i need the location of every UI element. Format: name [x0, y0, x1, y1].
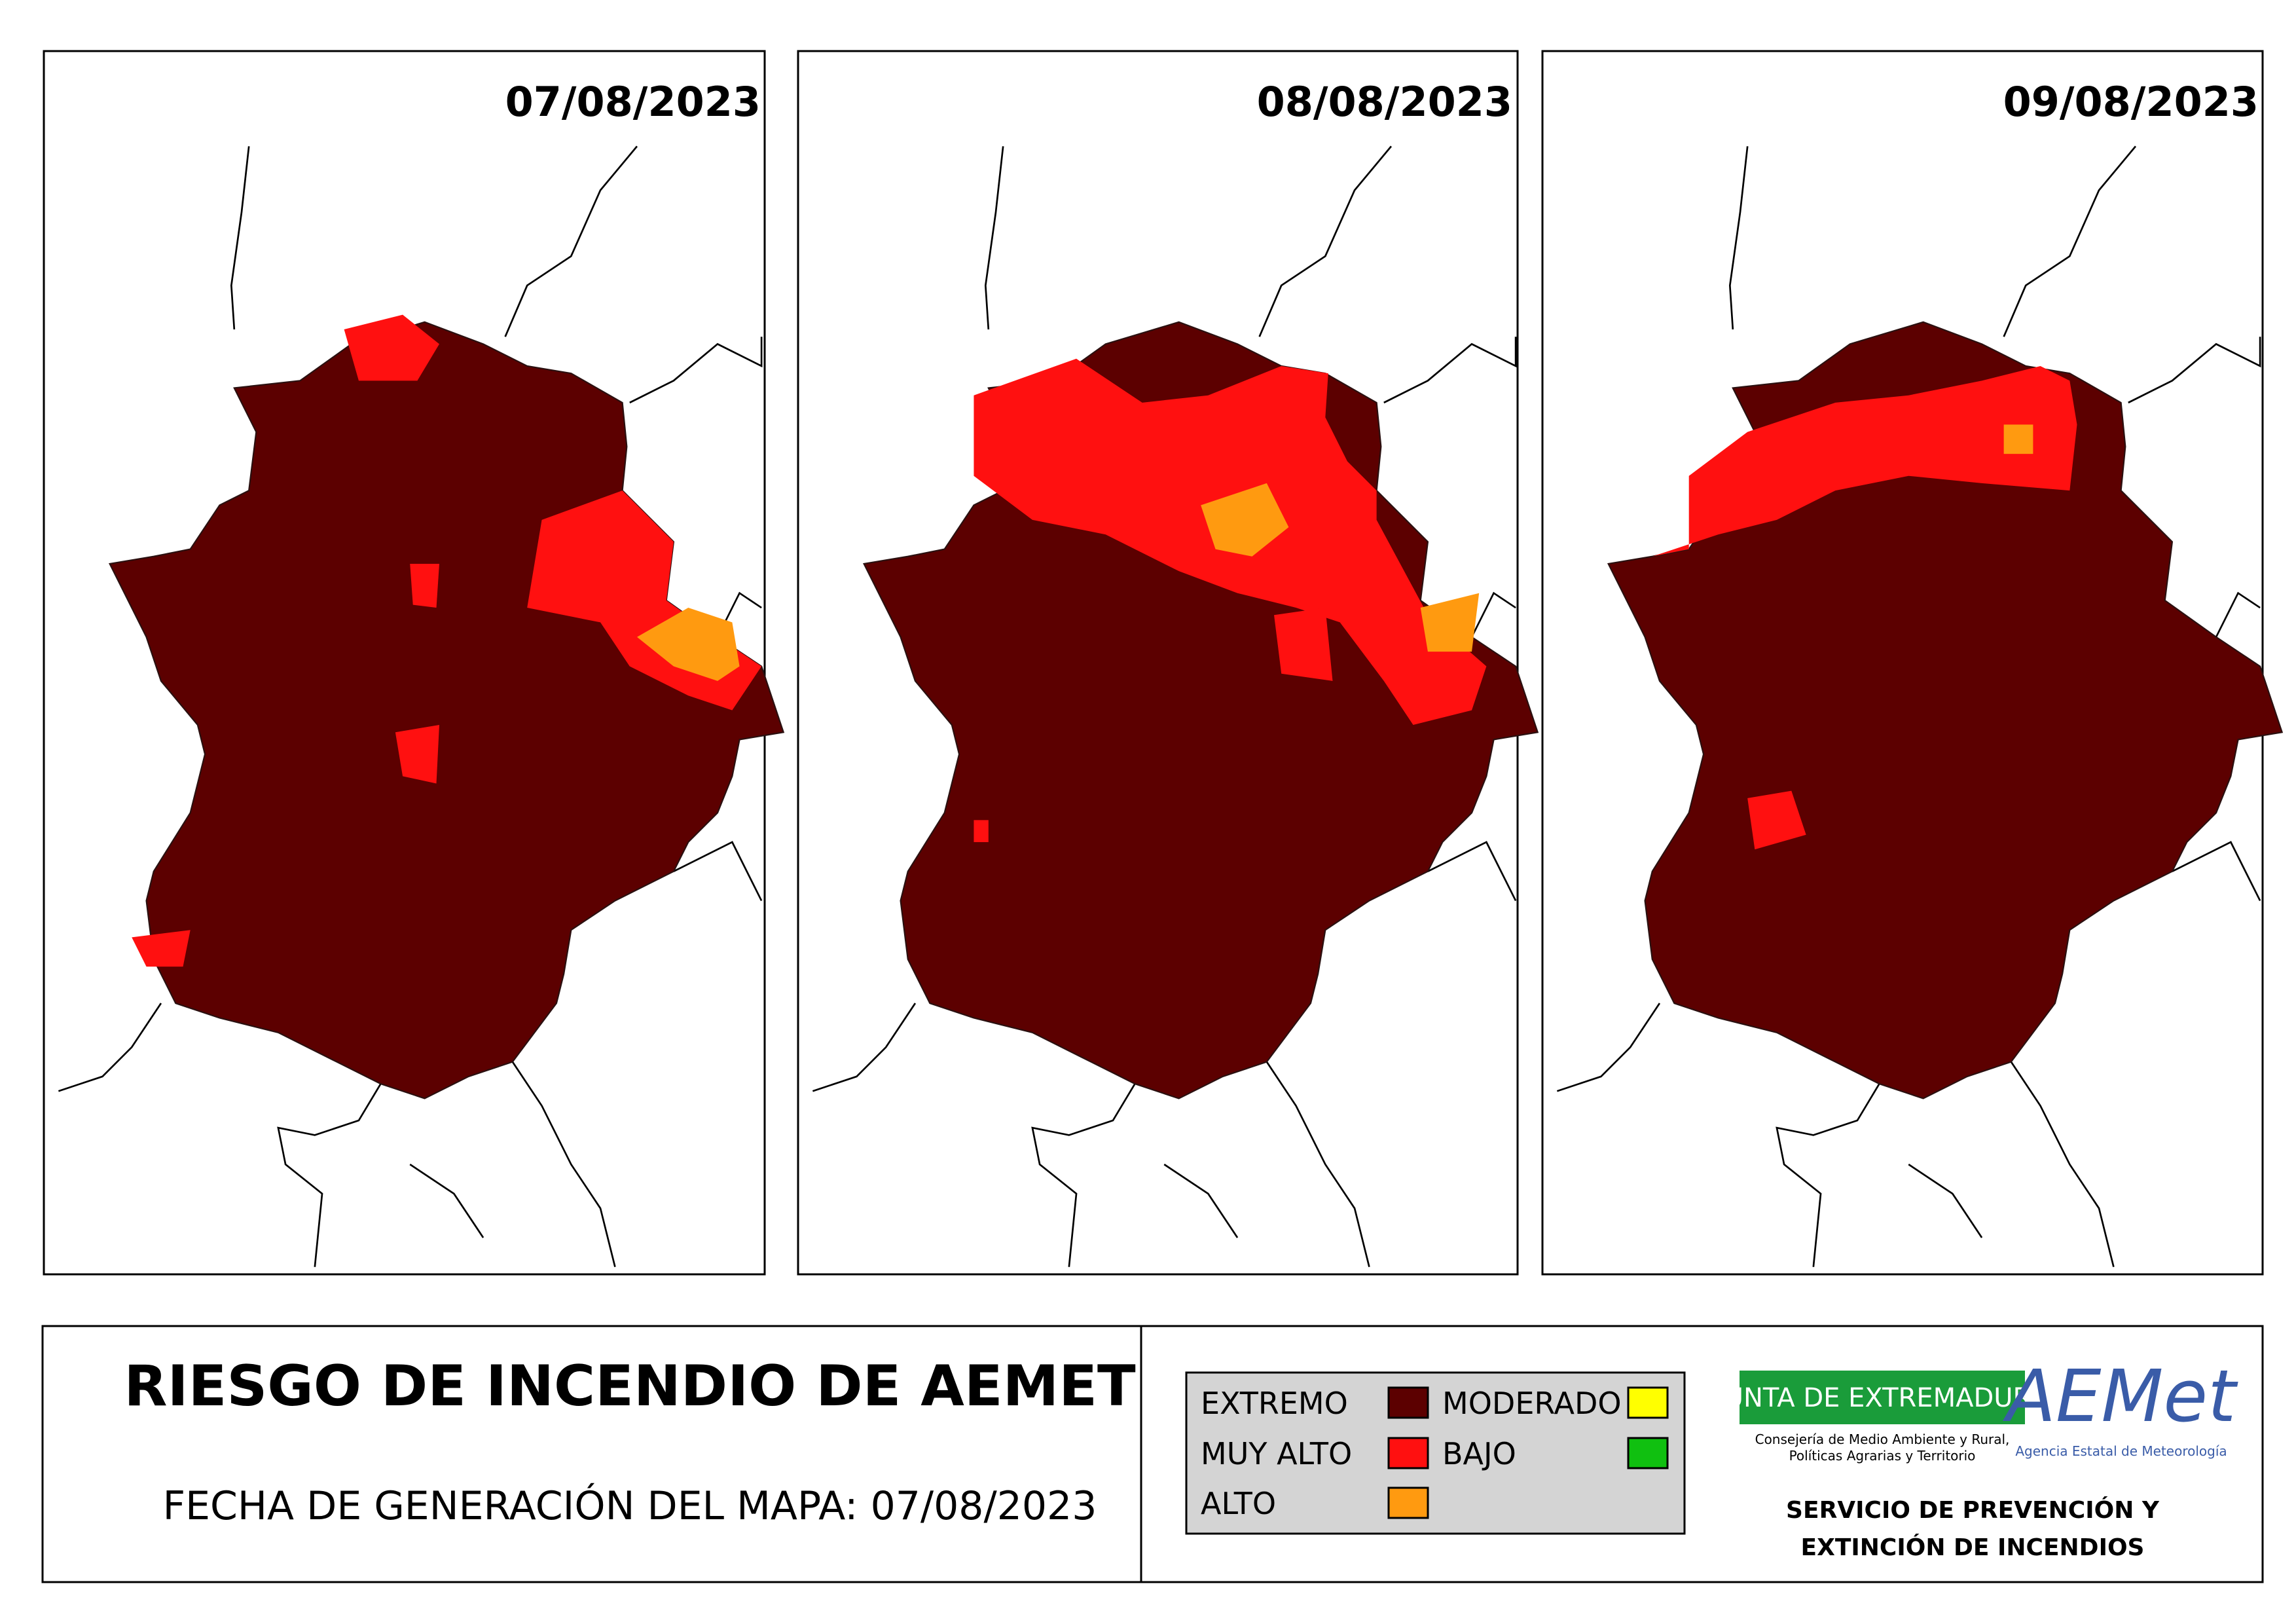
legend-swatch — [1627, 1437, 1669, 1469]
map-panel: 07/08/2023 — [43, 50, 784, 1276]
service-text: EXTINCIÓN DE INCENDIOS — [1801, 1534, 2145, 1561]
panel-date: 09/08/2023 — [2003, 78, 2259, 126]
footer-title: RIESGO DE INCENDIO DE AEMET — [124, 1354, 1136, 1419]
legend-label: BAJO — [1442, 1436, 1516, 1471]
map-panel: 09/08/2023 — [1541, 50, 2283, 1276]
aemet-name: Agencia Estatal de Meteorología — [2015, 1443, 2227, 1459]
legend-swatch — [1387, 1386, 1429, 1419]
aemet-logo: AEMet — [2003, 1354, 2238, 1438]
map-panel: 08/08/2023 — [797, 50, 1539, 1276]
junta-dept: Políticas Agrarias y Territorio — [1789, 1448, 1976, 1464]
legend-swatch — [1627, 1386, 1669, 1419]
service-text: SERVICIO DE PREVENCIÓN Y — [1786, 1496, 2160, 1524]
legend-label: MUY ALTO — [1201, 1436, 1352, 1471]
panel-date: 08/08/2023 — [1257, 78, 1512, 126]
legend-swatch — [1387, 1437, 1429, 1469]
generation-date: FECHA DE GENERACIÓN DEL MAPA: 07/08/2023 — [163, 1483, 1097, 1529]
junta-logo: JUNTA DE EXTREMADURA — [1715, 1383, 2049, 1413]
legend-label: MODERADO — [1442, 1386, 1622, 1421]
junta-dept: Consejería de Medio Ambiente y Rural, — [1755, 1431, 2010, 1447]
legend-swatch — [1387, 1486, 1429, 1519]
legend-label: ALTO — [1201, 1486, 1276, 1521]
legend: EXTREMO MUY ALTO ALTO MODERADO BAJO — [1201, 1386, 1669, 1521]
footer: RIESGO DE INCENDIO DE AEMET FECHA DE GEN… — [41, 1325, 2264, 1583]
legend-label: EXTREMO — [1201, 1386, 1348, 1421]
panel-date: 07/08/2023 — [505, 78, 761, 126]
